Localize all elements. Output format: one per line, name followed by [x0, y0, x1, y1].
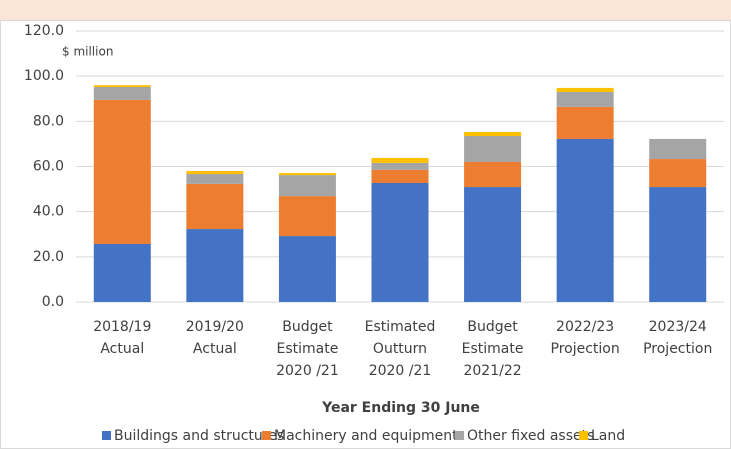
- legend-swatch: [102, 431, 111, 440]
- bar-segment: [93, 243, 151, 302]
- y-tick-label: 0.0: [42, 294, 64, 310]
- bar-segment: [464, 187, 522, 302]
- y-tick-label: 40.0: [33, 204, 64, 220]
- x-tick-label: Budget Estimate 2021/22: [462, 319, 524, 379]
- x-tick-label: Estimated Outturn 2020 /21: [365, 319, 436, 379]
- bar-segment: [371, 162, 429, 170]
- x-tick-line: Estimate: [277, 341, 339, 357]
- bar-segment: [371, 157, 429, 163]
- x-tick-line: Projection: [643, 341, 712, 357]
- legend-label: Other fixed assets: [467, 428, 594, 444]
- legend-swatch: [262, 431, 271, 440]
- x-tick-label: 2019/20 Actual: [186, 319, 244, 357]
- bar-segment: [278, 175, 336, 197]
- x-tick-label: Budget Estimate 2020 /21: [276, 319, 339, 379]
- y-tick-label: 80.0: [33, 113, 64, 129]
- x-tick-line: Projection: [551, 341, 620, 357]
- x-tick-line: Estimated: [365, 319, 436, 335]
- bar-segment: [649, 159, 707, 188]
- bar-segment: [649, 138, 707, 160]
- x-tick-line: 2023/24: [649, 319, 707, 335]
- x-tick-line: Outturn: [373, 341, 427, 357]
- legend-label: Machinery and equipment: [274, 428, 458, 444]
- bar-segment: [186, 173, 244, 184]
- bar-segment: [93, 85, 151, 88]
- y-tick-label: 100.0: [24, 68, 64, 84]
- x-tick-line: 2021/22: [463, 363, 521, 379]
- bar-segment: [464, 131, 522, 137]
- y-tick-label: 60.0: [33, 159, 64, 175]
- unit-annotation: $ million: [62, 45, 113, 59]
- bar-segment: [371, 169, 429, 183]
- header-band: [0, 0, 731, 20]
- x-tick-line: Estimate: [462, 341, 524, 357]
- x-tick-line: Actual: [193, 341, 237, 357]
- x-tick-line: 2022/23: [556, 319, 614, 335]
- x-tick-line: 2018/19: [93, 319, 151, 335]
- bar-segment: [93, 87, 151, 100]
- x-axis-label: Year Ending 30 June: [321, 400, 480, 416]
- legend-label: Land: [591, 428, 625, 444]
- bar-segment: [556, 91, 614, 107]
- bar-segment: [464, 161, 522, 188]
- bar-segment: [186, 229, 244, 302]
- legend-swatch: [579, 431, 588, 440]
- x-tick-line: 2019/20: [186, 319, 244, 335]
- bar-segment: [556, 106, 614, 139]
- legend-label: Buildings and structures: [114, 428, 284, 444]
- bar-segment: [93, 99, 151, 244]
- bar-segment: [186, 183, 244, 230]
- x-tick-label: 2022/23 Projection: [551, 319, 620, 357]
- x-tick-line: 2020 /21: [369, 363, 432, 379]
- bar-segment: [649, 187, 707, 302]
- bar-segment: [278, 173, 336, 176]
- bar-segment: [556, 87, 614, 92]
- x-tick-label: 2023/24 Projection: [643, 319, 712, 357]
- legend-swatch: [455, 431, 464, 440]
- y-tick-label: 20.0: [33, 249, 64, 265]
- x-tick-label: 2018/19 Actual: [93, 319, 151, 357]
- x-tick-line: Actual: [100, 341, 144, 357]
- y-tick-label: 120.0: [24, 23, 64, 39]
- bar-segment: [371, 182, 429, 302]
- x-tick-line: 2020 /21: [276, 363, 339, 379]
- bar-segment: [556, 138, 614, 302]
- bar-segment: [278, 196, 336, 237]
- bar-segment: [464, 136, 522, 162]
- x-tick-line: Budget: [467, 319, 518, 335]
- bar-segment: [278, 236, 336, 302]
- x-tick-line: Budget: [282, 319, 333, 335]
- bar-segment: [186, 171, 244, 174]
